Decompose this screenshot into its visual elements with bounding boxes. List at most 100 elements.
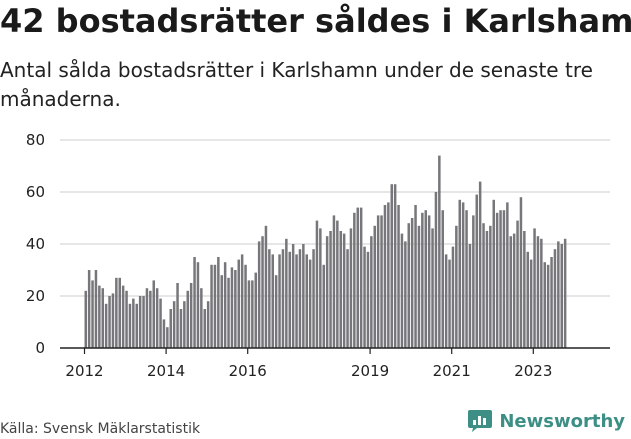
bar bbox=[264, 225, 268, 348]
bar bbox=[356, 207, 359, 348]
bar bbox=[115, 277, 118, 348]
bar bbox=[220, 275, 223, 348]
bar bbox=[451, 246, 455, 348]
bar bbox=[332, 215, 336, 348]
bar bbox=[176, 283, 179, 348]
bar bbox=[431, 228, 434, 348]
bar bbox=[465, 210, 468, 348]
bar bbox=[244, 264, 247, 348]
axes: 0 20 40 60 80 2012 2014 2016 2019 2021 2023 bbox=[26, 131, 610, 380]
bar bbox=[489, 225, 492, 348]
bar bbox=[397, 205, 400, 348]
bar bbox=[512, 233, 516, 348]
bar bbox=[186, 290, 189, 348]
bar-series bbox=[84, 155, 567, 348]
bar bbox=[448, 259, 451, 348]
y-tick-label: 60 bbox=[26, 183, 45, 201]
bar bbox=[523, 231, 526, 348]
bar bbox=[393, 184, 397, 348]
bar bbox=[278, 254, 281, 348]
bar bbox=[274, 275, 278, 348]
bar bbox=[376, 215, 380, 348]
bar bbox=[482, 223, 485, 348]
bar bbox=[509, 236, 512, 348]
y-tick-label: 20 bbox=[26, 287, 45, 305]
bar bbox=[560, 244, 563, 348]
bar bbox=[495, 212, 499, 348]
bar bbox=[339, 231, 342, 348]
bar bbox=[104, 303, 108, 348]
newsworthy-logo-icon bbox=[468, 410, 493, 432]
bar bbox=[349, 228, 353, 348]
bar bbox=[149, 290, 152, 348]
bar bbox=[444, 254, 448, 348]
bar bbox=[315, 220, 319, 348]
bar bbox=[461, 202, 465, 348]
x-tick-label: 2021 bbox=[433, 362, 471, 380]
bar bbox=[298, 249, 302, 348]
bar bbox=[458, 199, 461, 348]
bar bbox=[533, 228, 536, 348]
y-tick-label: 0 bbox=[35, 339, 45, 357]
bar bbox=[291, 244, 295, 348]
bar bbox=[546, 264, 550, 348]
bar bbox=[336, 220, 339, 348]
bar bbox=[271, 254, 274, 348]
bar bbox=[237, 259, 240, 348]
y-tick-label: 40 bbox=[26, 235, 45, 253]
bar bbox=[285, 238, 288, 348]
bar bbox=[390, 184, 393, 348]
bar bbox=[87, 270, 91, 348]
bar bbox=[305, 254, 308, 348]
bar bbox=[407, 223, 410, 348]
bar bbox=[128, 303, 132, 348]
bar bbox=[563, 238, 567, 348]
bar bbox=[155, 288, 159, 348]
bar bbox=[179, 309, 183, 348]
bar bbox=[183, 301, 186, 348]
bar bbox=[502, 210, 506, 348]
bar bbox=[540, 238, 543, 348]
bar bbox=[404, 241, 407, 348]
bar bbox=[101, 288, 104, 348]
bar bbox=[353, 212, 356, 348]
bar bbox=[441, 210, 444, 348]
brand-logo: Newsworthy bbox=[467, 409, 625, 433]
bar bbox=[138, 296, 142, 348]
bar bbox=[329, 231, 332, 348]
bar bbox=[346, 249, 349, 348]
last-value-annotation: 42 bbox=[575, 0, 597, 5]
bar bbox=[288, 251, 291, 348]
bar bbox=[506, 202, 509, 348]
bar bbox=[373, 225, 376, 348]
y-tick-label: 80 bbox=[26, 131, 45, 149]
bar bbox=[121, 285, 125, 348]
bar bbox=[189, 283, 193, 348]
bar bbox=[247, 280, 251, 348]
bar bbox=[427, 215, 431, 348]
bar bbox=[240, 254, 244, 348]
bar bbox=[455, 225, 458, 348]
bar bbox=[308, 259, 312, 348]
bar bbox=[421, 212, 424, 348]
x-tick-label: 2012 bbox=[65, 362, 103, 380]
bar bbox=[543, 262, 546, 348]
x-tick-label: 2019 bbox=[351, 362, 389, 380]
bar bbox=[254, 272, 257, 348]
bar bbox=[499, 210, 502, 348]
bar bbox=[363, 246, 366, 348]
x-tick-label: 2023 bbox=[514, 362, 552, 380]
bar bbox=[210, 264, 213, 348]
bar bbox=[200, 288, 203, 348]
bar bbox=[234, 270, 237, 348]
bar bbox=[325, 236, 329, 348]
bar bbox=[366, 251, 370, 348]
bar bbox=[203, 309, 206, 348]
bar bbox=[380, 215, 383, 348]
bar bbox=[111, 293, 115, 348]
bar bbox=[485, 231, 489, 348]
bar bbox=[132, 298, 135, 348]
bar bbox=[342, 233, 346, 348]
chart-title: 42 bostadsrätter såldes i Karlshamn bbox=[0, 2, 631, 40]
